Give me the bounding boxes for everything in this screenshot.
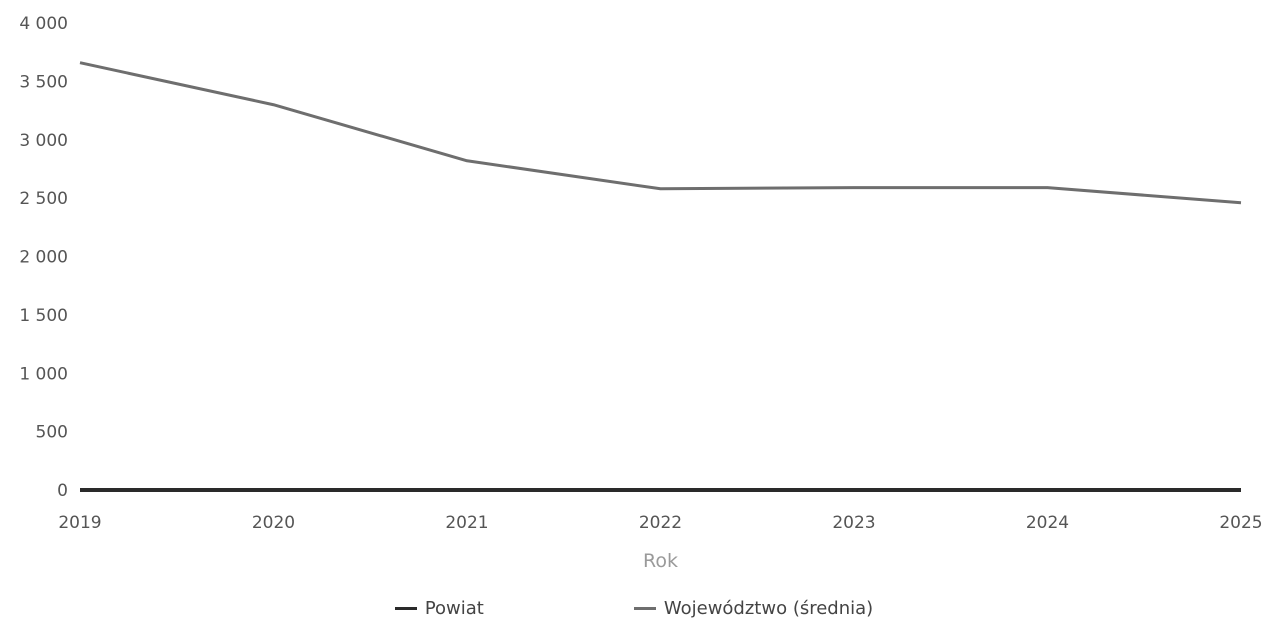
legend-swatch (394, 606, 417, 610)
x-tick-label: 2019 (58, 513, 101, 533)
x-tick-label: 2022 (639, 513, 682, 533)
x-tick-label: 2025 (1219, 513, 1262, 533)
y-tick-label: 1 500 (19, 306, 68, 326)
legend-label: Powiat (424, 597, 484, 619)
x-tick-label: 2020 (252, 513, 295, 533)
y-tick-label: 0 (57, 481, 68, 501)
series-lines (79, 61, 1242, 492)
x-tick-label: 2021 (445, 513, 488, 533)
y-tick-label: 2 000 (19, 248, 68, 268)
legend-item: Województwo (średnia) (633, 593, 874, 623)
y-tick-label: 1 000 (19, 364, 68, 384)
y-tick-label: 2 500 (19, 189, 68, 209)
legend-swatch (633, 606, 656, 610)
legend-label: Województwo (średnia) (663, 597, 874, 619)
legend-item: Powiat (394, 593, 484, 623)
x-tick-label: 2024 (1026, 513, 1069, 533)
series-line-1 (79, 61, 1242, 205)
y-axis-ticks: 0 500 1 000 1 500 2 000 2 500 3 000 3 500 4 000 (19, 14, 68, 501)
x-tick-label: 2023 (832, 513, 875, 533)
chart-legend: Powiat Województwo (średnia) (0, 593, 1268, 623)
y-tick-label: 3 000 (19, 131, 68, 151)
y-tick-label: 500 (36, 423, 68, 443)
y-tick-label: 3 500 (19, 72, 68, 92)
x-axis-ticks: 2019 2020 2021 2022 2023 2024 2025 (58, 513, 1262, 533)
y-tick-label: 4 000 (19, 14, 68, 34)
x-axis-title: Rok (643, 550, 678, 572)
